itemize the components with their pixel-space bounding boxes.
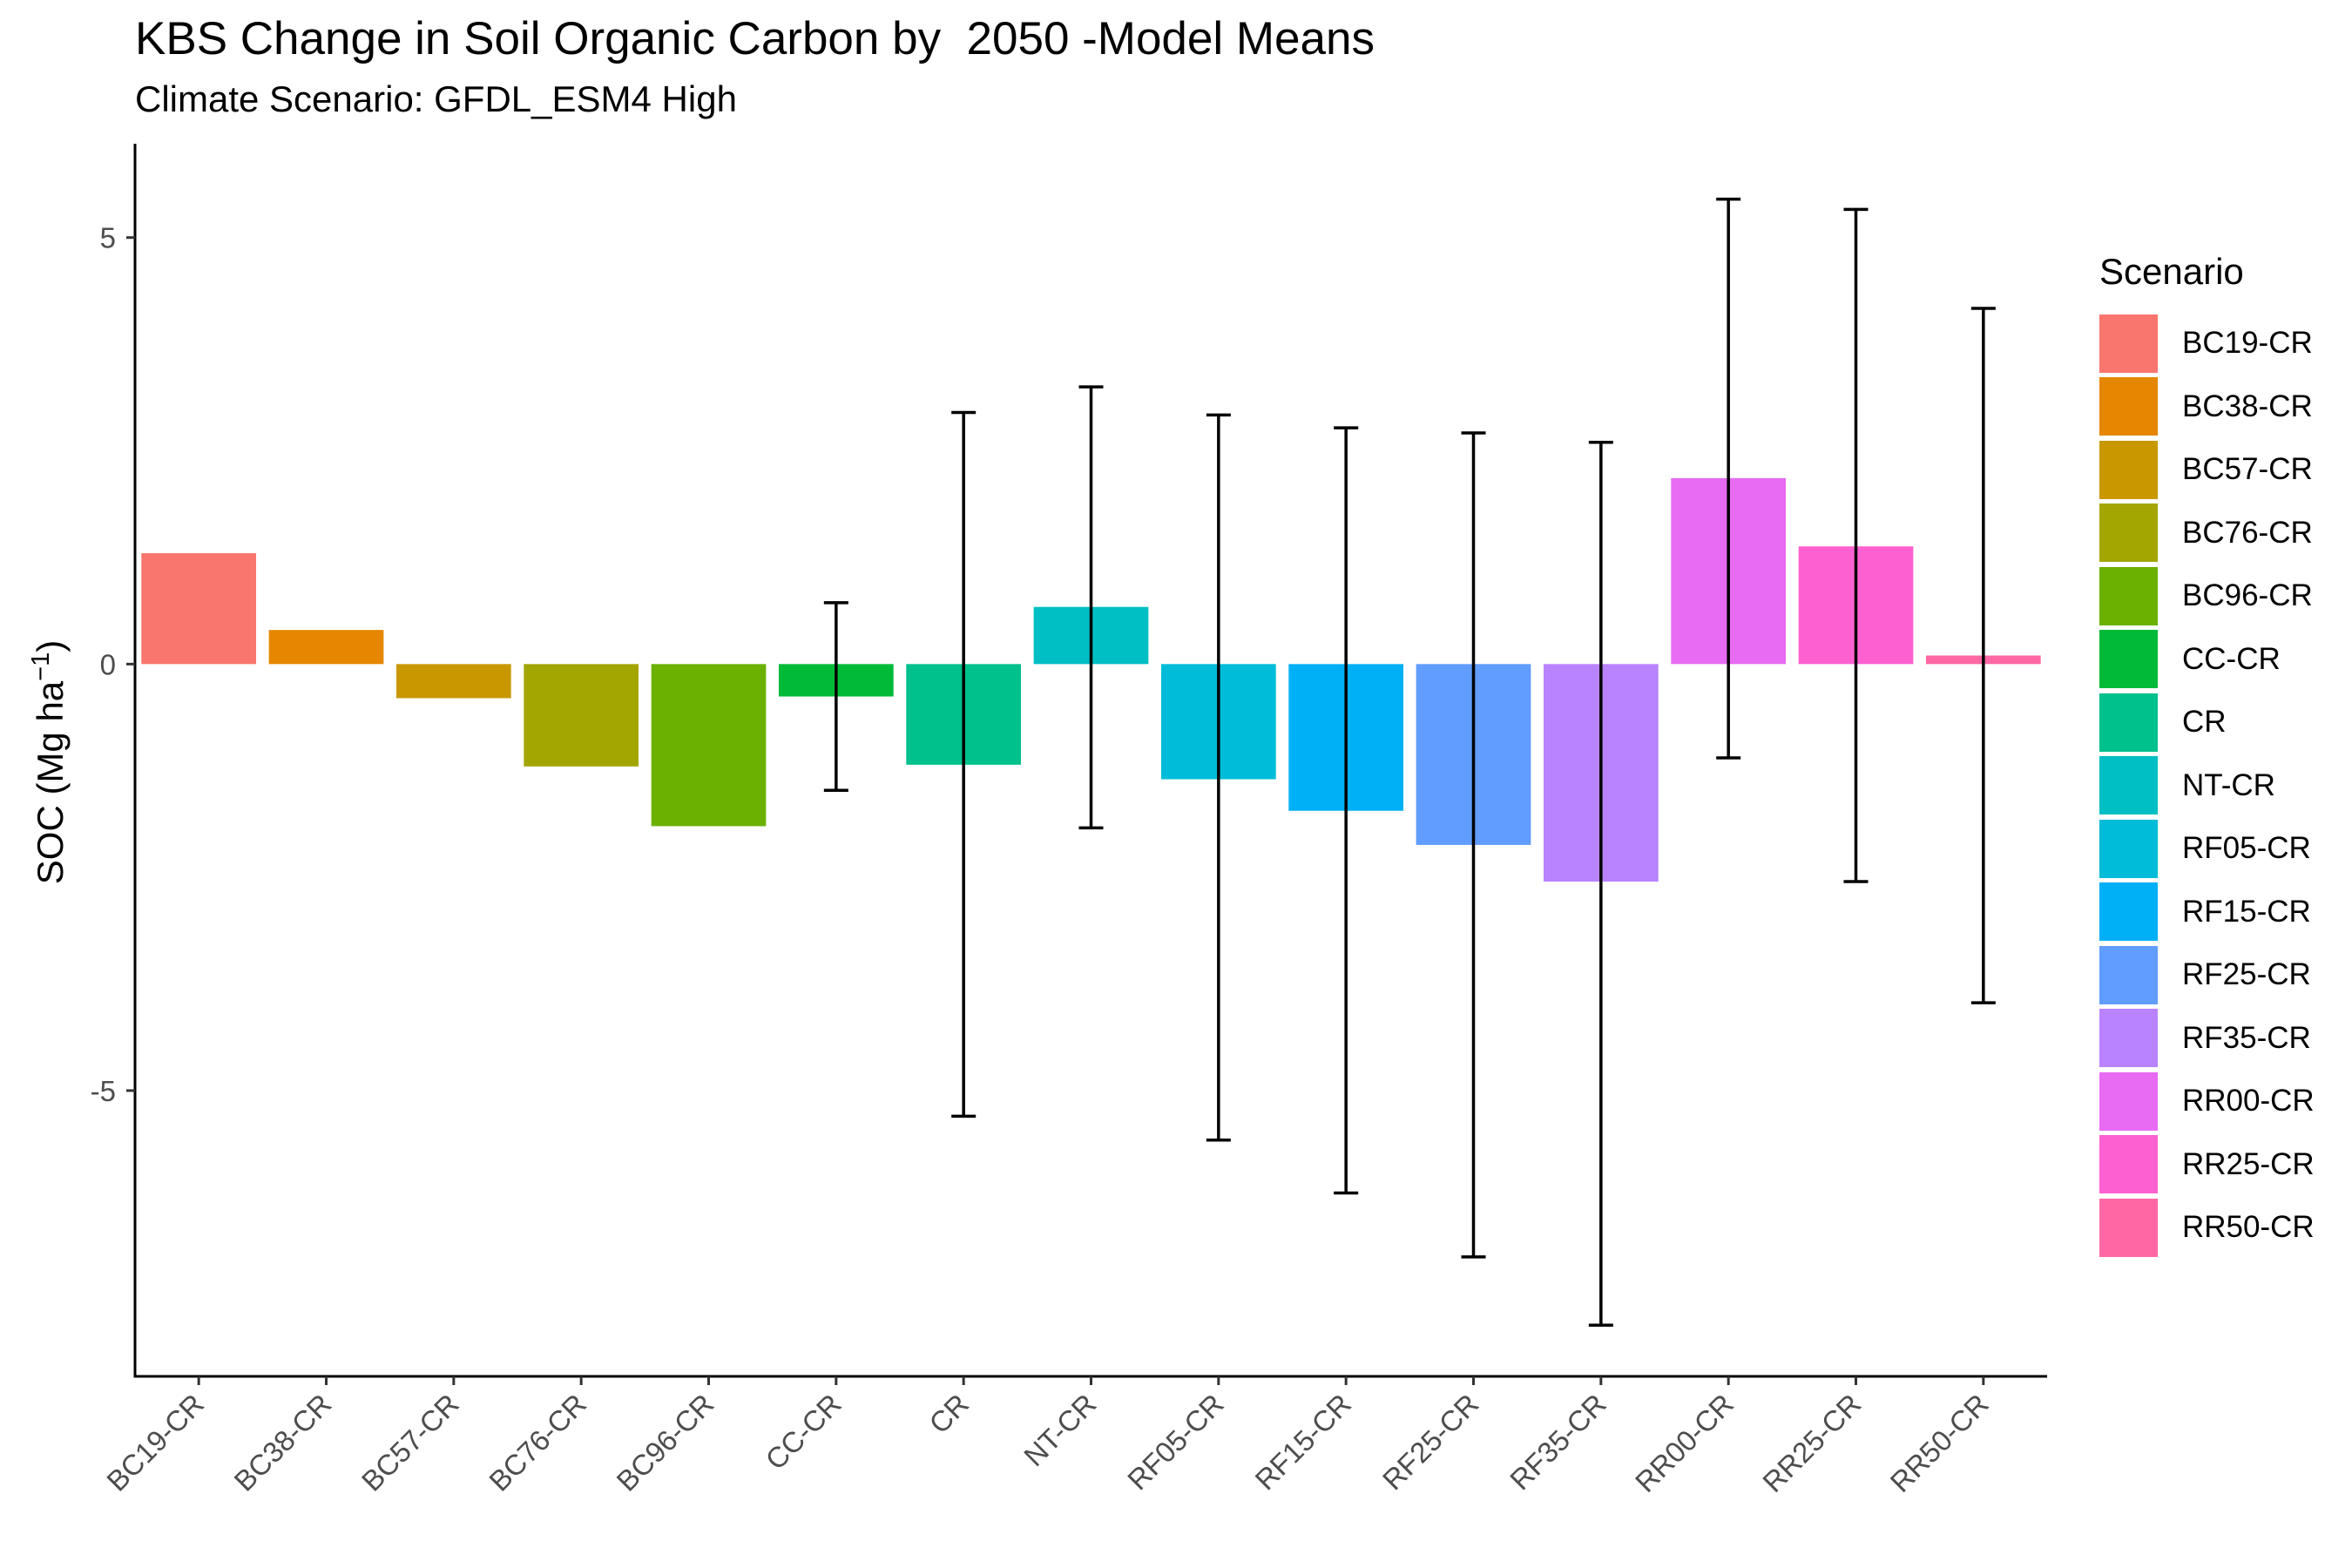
legend-item-rr25-cr: RR25-CR	[2099, 1133, 2315, 1197]
error-bar-cc-cr	[823, 601, 848, 793]
error-bar-rf05-cr	[1206, 413, 1231, 1142]
y-axis-title-superscript: −1	[27, 652, 55, 681]
legend-label: BC19-CR	[2182, 326, 2313, 361]
legend-swatch	[2099, 377, 2158, 436]
legend-swatch	[2099, 693, 2158, 752]
legend-item-bc38-cr: BC38-CR	[2099, 375, 2315, 439]
x-tick-label: CC-CR	[759, 1388, 847, 1476]
legend-item-rr50-cr: RR50-CR	[2099, 1196, 2315, 1260]
legend-item-bc96-cr: BC96-CR	[2099, 564, 2315, 628]
bar-bc19-cr	[141, 553, 257, 665]
legend-items: BC19-CR BC38-CR BC57-CR BC76-CR BC96-CR CC-CR…	[2099, 312, 2315, 1260]
legend-item-rf25-cr: RF25-CR	[2099, 943, 2315, 1007]
legend-item-cc-cr: CC-CR	[2099, 628, 2315, 692]
legend-label: RF25-CR	[2182, 957, 2311, 992]
bar-bc96-cr	[651, 664, 767, 827]
legend-swatch	[2099, 504, 2158, 563]
legend-swatch	[2099, 314, 2158, 373]
error-bar-rr50-cr	[1970, 307, 1996, 1004]
legend-title: Scenario	[2099, 251, 2244, 292]
legend-label: RR25-CR	[2182, 1146, 2315, 1181]
y-ticks: 5 0 -5	[91, 222, 135, 1107]
chart-title: KBS Change in Soil Organic Carbon by 205…	[135, 13, 1375, 64]
error-bar-nt-cr	[1078, 385, 1104, 830]
error-bar-cr	[951, 410, 977, 1119]
y-axis-title: SOC (Mg ha−1)	[27, 640, 71, 884]
legend-swatch	[2099, 819, 2158, 878]
legend-item-nt-cr: NT-CR	[2099, 754, 2315, 818]
legend-swatch	[2099, 1198, 2158, 1257]
bar-bc57-cr	[395, 664, 511, 699]
x-tick-label: RR50-CR	[1883, 1388, 1994, 1498]
x-tick-label: NT-CR	[1017, 1388, 1102, 1472]
legend-swatch	[2099, 566, 2158, 625]
x-ticks: BC19-CR BC38-CR BC57-CR BC76-CR BC96-CR CC-CR…	[100, 1376, 1995, 1498]
legend-item-rr00-cr: RR00-CR	[2099, 1070, 2315, 1133]
x-tick-label: RF35-CR	[1504, 1388, 1612, 1497]
bar-bc76-cr	[524, 664, 639, 767]
y-tick-label: 0	[100, 648, 116, 680]
legend-label: BC76-CR	[2182, 515, 2313, 550]
chart-subtitle: Climate Scenario: GFDL_ESM4 High	[135, 78, 737, 119]
legend-label: CR	[2182, 705, 2227, 740]
bar-bc38-cr	[268, 630, 384, 665]
error-bars-layer	[823, 197, 1996, 1327]
legend-label: RF05-CR	[2182, 831, 2311, 866]
x-tick-label: BC96-CR	[610, 1388, 720, 1497]
x-tick-label: BC57-CR	[355, 1388, 465, 1497]
y-axis-title-close: )	[30, 640, 71, 652]
legend-swatch	[2099, 756, 2158, 815]
x-tick-label: RR25-CR	[1756, 1388, 1867, 1498]
legend-item-cr: CR	[2099, 691, 2315, 754]
x-tick-label: BC19-CR	[100, 1388, 210, 1497]
legend-label: RR00-CR	[2182, 1084, 2315, 1119]
legend-label: BC38-CR	[2182, 389, 2313, 423]
legend-item-bc19-cr: BC19-CR	[2099, 312, 2315, 375]
y-axis-title-main: SOC (Mg ha	[30, 680, 71, 884]
x-tick-label: BC76-CR	[483, 1388, 592, 1497]
legend-swatch	[2099, 882, 2158, 942]
legend-label: RF35-CR	[2182, 1020, 2311, 1055]
x-tick-label: RF25-CR	[1376, 1388, 1485, 1497]
legend-label: NT-CR	[2182, 767, 2275, 802]
error-bar-rf25-cr	[1461, 431, 1486, 1259]
legend: Scenario BC19-CR BC38-CR BC57-CR BC76-CR BC9…	[2099, 251, 2315, 1260]
x-tick-label: CR	[923, 1388, 975, 1440]
legend-label: RF15-CR	[2182, 894, 2311, 929]
legend-item-rf35-cr: RF35-CR	[2099, 1007, 2315, 1071]
legend-item-bc76-cr: BC76-CR	[2099, 502, 2315, 565]
error-bar-rr00-cr	[1716, 197, 1741, 760]
x-tick-label: BC38-CR	[227, 1388, 337, 1497]
legend-swatch	[2099, 440, 2158, 499]
legend-swatch	[2099, 630, 2158, 689]
legend-item-bc57-cr: BC57-CR	[2099, 438, 2315, 502]
legend-label: RR50-CR	[2182, 1210, 2315, 1245]
x-tick-label: RF05-CR	[1121, 1388, 1230, 1497]
legend-swatch	[2099, 1135, 2158, 1194]
error-bar-rf15-cr	[1334, 426, 1359, 1195]
legend-label: BC57-CR	[2182, 452, 2313, 487]
legend-item-rf15-cr: RF15-CR	[2099, 881, 2315, 944]
legend-swatch	[2099, 945, 2158, 1004]
legend-item-rf05-cr: RF05-CR	[2099, 817, 2315, 881]
legend-label: CC-CR	[2182, 641, 2281, 676]
legend-swatch	[2099, 1009, 2158, 1068]
x-tick-label: RR00-CR	[1629, 1388, 1740, 1498]
y-tick-label: -5	[91, 1075, 116, 1107]
y-tick-label: 5	[100, 222, 116, 254]
error-bar-rr25-cr	[1843, 207, 1869, 883]
error-bar-rf35-cr	[1588, 440, 1613, 1327]
legend-swatch	[2099, 1071, 2158, 1131]
legend-label: BC96-CR	[2182, 578, 2313, 613]
x-tick-label: RF15-CR	[1248, 1388, 1357, 1497]
